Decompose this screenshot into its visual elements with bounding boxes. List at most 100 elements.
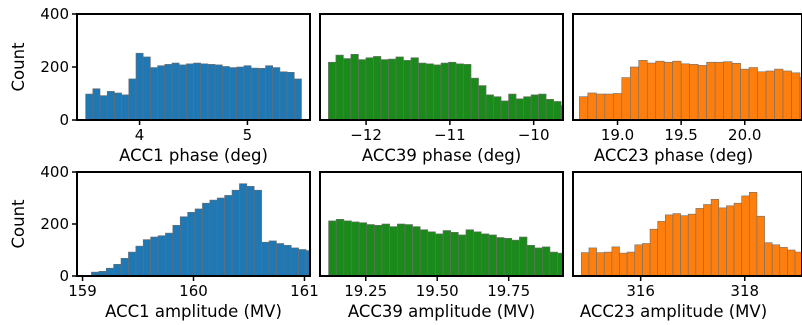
x-tick-label: 19.0 <box>601 126 634 144</box>
histogram-bar <box>629 66 640 120</box>
histogram-bar <box>194 208 203 276</box>
histogram-bar <box>253 189 262 276</box>
histogram-bar <box>787 249 796 276</box>
x-axis-label: ACC23 phase (deg) <box>594 146 753 165</box>
axes-frame <box>319 171 564 277</box>
histogram-bar <box>538 93 547 120</box>
histogram-bar <box>381 223 390 276</box>
histogram-panel-6: 316 318 ACC23 amplitude (MV) <box>572 171 802 321</box>
histogram-bar <box>710 199 720 276</box>
histogram-panel-4: 159 160 161 ACC1 amplitude (MV) 0 200 400 Count <box>9 163 319 321</box>
histogram-bar <box>286 72 295 120</box>
histogram-bar <box>343 220 352 276</box>
y-tick-label: 200 <box>40 58 69 76</box>
histogram-bar <box>587 92 597 120</box>
histogram-bar <box>121 94 130 120</box>
histogram-bar <box>290 247 299 276</box>
histogram-bar <box>279 71 288 120</box>
y-tick-label: 400 <box>40 163 69 181</box>
histogram-bar <box>135 52 144 120</box>
histogram-bar <box>741 195 750 276</box>
histogram-bar <box>534 247 543 276</box>
histogram-bar <box>150 67 158 120</box>
histogram-bar <box>388 58 397 120</box>
histogram-bar <box>335 54 344 120</box>
y-axis-label: Count <box>9 42 28 92</box>
histogram-bar <box>523 96 532 120</box>
histogram-bar <box>328 220 337 276</box>
histogram-bar <box>748 191 758 276</box>
x-tick-label: 316 <box>626 282 655 300</box>
bars <box>579 60 802 120</box>
histogram-bar <box>774 68 784 120</box>
histogram-bar <box>231 189 240 276</box>
histogram-bar <box>85 93 94 120</box>
y-tick-label: 400 <box>40 5 69 23</box>
histogram-bar <box>503 238 513 276</box>
histogram-bar <box>440 62 449 120</box>
histogram-bar <box>92 88 101 120</box>
histogram-bar <box>695 208 704 276</box>
histogram-bar <box>99 95 108 120</box>
histogram-bar <box>106 91 115 120</box>
histogram-panel-5: 19.25 19.50 19.75 ACC39 amplitude (MV) <box>319 171 564 321</box>
histogram-bar <box>150 236 159 276</box>
histogram-bar <box>545 99 554 120</box>
axes-frame <box>572 171 802 277</box>
histogram-bar <box>193 62 202 120</box>
histogram-bar <box>515 98 524 120</box>
y-tick-label: 200 <box>40 215 69 233</box>
histogram-bar <box>113 263 122 276</box>
histogram-bar <box>179 216 188 276</box>
histogram-bar <box>142 56 151 120</box>
histogram-bar <box>435 233 444 276</box>
histogram-bar <box>328 61 337 120</box>
histogram-bar <box>596 93 606 120</box>
histogram-bar <box>553 101 562 120</box>
histogram-bar <box>374 225 383 276</box>
histogram-bar <box>485 94 494 120</box>
histogram-bar <box>200 63 209 120</box>
axes-frame <box>319 13 564 121</box>
histogram-bar <box>276 243 285 276</box>
histogram-bar <box>268 240 277 276</box>
x-axis-label: ACC39 amplitude (MV) <box>348 302 535 321</box>
histogram-bar <box>687 213 697 276</box>
histogram-bar <box>706 61 716 120</box>
histogram-bar <box>246 186 255 276</box>
histogram-bar <box>135 245 144 276</box>
histogram-bar <box>298 249 307 276</box>
histogram-bar <box>703 204 712 276</box>
histogram-bar <box>425 63 434 120</box>
histogram-bar <box>178 64 187 120</box>
histogram-bar <box>613 93 623 120</box>
histogram-bar <box>473 231 482 276</box>
histogram-bar <box>779 247 788 276</box>
histogram-bar <box>579 96 589 120</box>
x-axis-label: ACC1 amplitude (MV) <box>105 302 282 321</box>
histogram-bar <box>756 215 765 276</box>
axes-frame <box>572 13 802 121</box>
x-tick-label: −12 <box>350 126 382 144</box>
histogram-bar <box>718 207 727 276</box>
histogram-bar <box>508 93 517 120</box>
x-tick-label: 161 <box>290 282 319 300</box>
histogram-bar <box>748 67 758 120</box>
histogram-bar <box>222 66 230 120</box>
histogram-bar <box>157 235 166 276</box>
histogram-bar <box>488 234 497 276</box>
histogram-bar <box>611 246 620 276</box>
histogram-bar <box>463 64 472 120</box>
histogram-bar <box>680 63 690 120</box>
histogram-bar <box>665 214 674 276</box>
histogram-bar <box>395 56 404 120</box>
histogram-bar <box>396 223 406 276</box>
histogram-bar <box>171 62 180 120</box>
histogram-bar <box>448 61 457 120</box>
x-tick-label: 19.5 <box>664 126 697 144</box>
histogram-bar <box>733 202 742 276</box>
histogram-bar <box>272 67 281 120</box>
histogram-bar <box>526 245 535 276</box>
histogram-bar <box>621 77 631 120</box>
